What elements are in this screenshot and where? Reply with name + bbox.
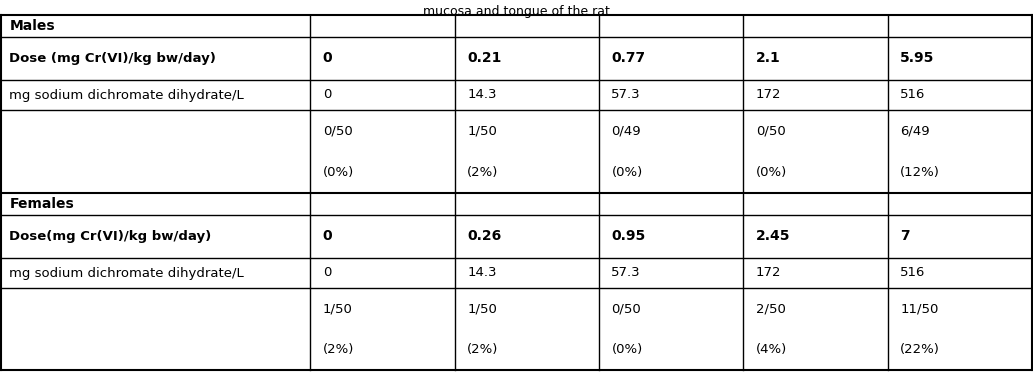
Text: (22%): (22%)	[900, 343, 940, 356]
Text: (0%): (0%)	[612, 166, 643, 179]
Text: (0%): (0%)	[756, 166, 787, 179]
Text: (0%): (0%)	[322, 166, 354, 179]
Text: 7: 7	[900, 229, 910, 244]
Text: 11/50: 11/50	[900, 302, 938, 315]
Text: (12%): (12%)	[900, 166, 940, 179]
Text: 0/49: 0/49	[612, 124, 641, 137]
Text: 14.3: 14.3	[467, 266, 497, 279]
Text: 0: 0	[322, 51, 333, 66]
Text: Females: Females	[9, 197, 74, 211]
Text: mucosa and tongue of the rat: mucosa and tongue of the rat	[424, 5, 609, 18]
Text: 1/50: 1/50	[322, 302, 352, 315]
Text: 0.95: 0.95	[612, 229, 646, 244]
Text: Dose (mg Cr(VI)/kg bw/day): Dose (mg Cr(VI)/kg bw/day)	[9, 52, 216, 65]
Text: 0: 0	[322, 229, 333, 244]
Text: 57.3: 57.3	[612, 88, 641, 101]
Text: 5.95: 5.95	[900, 51, 935, 66]
Text: (2%): (2%)	[322, 343, 354, 356]
Text: 1/50: 1/50	[467, 124, 497, 137]
Text: 172: 172	[756, 266, 781, 279]
Text: Dose(mg Cr(VI)/kg bw/day): Dose(mg Cr(VI)/kg bw/day)	[9, 230, 212, 243]
Text: 14.3: 14.3	[467, 88, 497, 101]
Text: 2.1: 2.1	[756, 51, 781, 66]
Text: 0/50: 0/50	[612, 302, 641, 315]
Text: (0%): (0%)	[612, 343, 643, 356]
Text: mg sodium dichromate dihydrate/L: mg sodium dichromate dihydrate/L	[9, 266, 244, 279]
Text: 57.3: 57.3	[612, 266, 641, 279]
Text: 2.45: 2.45	[756, 229, 790, 244]
Text: 0/50: 0/50	[756, 124, 785, 137]
Text: (2%): (2%)	[467, 166, 499, 179]
Text: 0: 0	[322, 266, 332, 279]
Text: 516: 516	[900, 88, 926, 101]
Text: 0.21: 0.21	[467, 51, 501, 66]
Text: 6/49: 6/49	[900, 124, 930, 137]
Text: 0.77: 0.77	[612, 51, 646, 66]
Text: 0/50: 0/50	[322, 124, 352, 137]
Text: (4%): (4%)	[756, 343, 787, 356]
Text: 0: 0	[322, 88, 332, 101]
Text: (2%): (2%)	[467, 343, 499, 356]
Text: 0.26: 0.26	[467, 229, 501, 244]
Text: 172: 172	[756, 88, 781, 101]
Text: mg sodium dichromate dihydrate/L: mg sodium dichromate dihydrate/L	[9, 88, 244, 101]
Text: 516: 516	[900, 266, 926, 279]
Text: 2/50: 2/50	[756, 302, 786, 315]
Text: Males: Males	[9, 19, 55, 33]
Text: 1/50: 1/50	[467, 302, 497, 315]
